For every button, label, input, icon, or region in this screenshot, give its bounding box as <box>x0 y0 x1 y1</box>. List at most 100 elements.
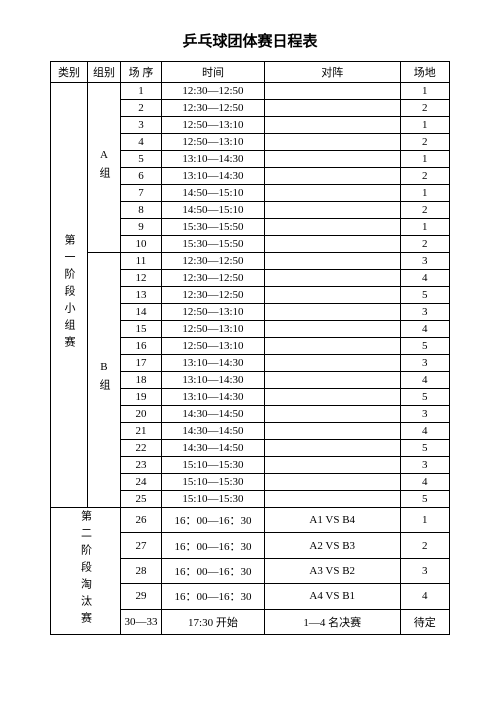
cell-time: 16：00—16：30 <box>162 508 265 533</box>
cell-venue: 3 <box>400 304 449 321</box>
cell-time: 12:50—13:10 <box>162 321 265 338</box>
cell-venue: 4 <box>400 270 449 287</box>
cell-seq: 15 <box>120 321 161 338</box>
cell-venue: 待定 <box>400 609 449 634</box>
cell-seq: 16 <box>120 338 161 355</box>
cell-seq: 20 <box>120 406 161 423</box>
cell-match <box>264 117 400 134</box>
cell-venue: 5 <box>400 287 449 304</box>
cell-seq: 17 <box>120 355 161 372</box>
cell-time: 15:10—15:30 <box>162 491 265 508</box>
cell-venue: 2 <box>400 168 449 185</box>
col-category: 类别 <box>51 62 88 83</box>
cell-venue: 1 <box>400 219 449 236</box>
col-match: 对阵 <box>264 62 400 83</box>
cell-venue: 2 <box>400 202 449 219</box>
cell-time: 16：00—16：30 <box>162 584 265 609</box>
cell-time: 13:10—14:30 <box>162 151 265 168</box>
cell-match <box>264 100 400 117</box>
cell-time: 12:30—12:50 <box>162 253 265 270</box>
cell-time: 12:50—13:10 <box>162 304 265 321</box>
cell-match <box>264 236 400 253</box>
col-group: 组别 <box>88 62 121 83</box>
cell-time: 13:10—14:30 <box>162 355 265 372</box>
cell-match <box>264 372 400 389</box>
col-time: 时间 <box>162 62 265 83</box>
cell-time: 12:30—12:50 <box>162 83 265 100</box>
cell-seq: 29 <box>120 584 161 609</box>
cell-time: 16：00—16：30 <box>162 558 265 583</box>
cell-venue: 5 <box>400 491 449 508</box>
cell-match <box>264 321 400 338</box>
cell-venue: 3 <box>400 355 449 372</box>
cell-match: A1 VS B4 <box>264 508 400 533</box>
cell-seq: 21 <box>120 423 161 440</box>
cell-seq: 12 <box>120 270 161 287</box>
cell-venue: 1 <box>400 83 449 100</box>
cell-time: 15:10—15:30 <box>162 457 265 474</box>
cell-match: A2 VS B3 <box>264 533 400 558</box>
cell-venue: 1 <box>400 508 449 533</box>
cell-time: 14:50—15:10 <box>162 202 265 219</box>
cell-venue: 4 <box>400 423 449 440</box>
cell-seq: 14 <box>120 304 161 321</box>
cell-match <box>264 457 400 474</box>
cell-time: 16：00—16：30 <box>162 533 265 558</box>
cell-match <box>264 202 400 219</box>
cell-venue: 2 <box>400 236 449 253</box>
label-groupB: B组 <box>88 253 121 508</box>
cell-seq: 28 <box>120 558 161 583</box>
cell-venue: 3 <box>400 457 449 474</box>
cell-seq: 7 <box>120 185 161 202</box>
cell-venue: 4 <box>400 584 449 609</box>
cell-venue: 3 <box>400 558 449 583</box>
cell-time: 13:10—14:30 <box>162 389 265 406</box>
cell-match <box>264 253 400 270</box>
cell-seq: 4 <box>120 134 161 151</box>
cell-time: 12:50—13:10 <box>162 338 265 355</box>
cell-seq: 22 <box>120 440 161 457</box>
cell-time: 14:30—14:50 <box>162 423 265 440</box>
cell-match: A4 VS B1 <box>264 584 400 609</box>
table-row: 第二阶段淘汰赛2616：00—16：30A1 VS B41 <box>51 508 450 533</box>
cell-venue: 4 <box>400 321 449 338</box>
col-seq: 场 序 <box>120 62 161 83</box>
cell-match <box>264 491 400 508</box>
cell-time: 13:10—14:30 <box>162 168 265 185</box>
cell-seq: 19 <box>120 389 161 406</box>
cell-match <box>264 219 400 236</box>
label-groupA: A组 <box>88 83 121 253</box>
cell-seq: 2 <box>120 100 161 117</box>
cell-time: 15:30—15:50 <box>162 219 265 236</box>
cell-seq: 1 <box>120 83 161 100</box>
cell-match <box>264 474 400 491</box>
cell-time: 12:30—12:50 <box>162 100 265 117</box>
cell-venue: 1 <box>400 185 449 202</box>
cell-time: 12:50—13:10 <box>162 134 265 151</box>
cell-match <box>264 440 400 457</box>
cell-venue: 1 <box>400 117 449 134</box>
cell-seq: 13 <box>120 287 161 304</box>
cell-match <box>264 270 400 287</box>
cell-time: 17:30 开始 <box>162 609 265 634</box>
header-row: 类别 组别 场 序 时间 对阵 场地 <box>51 62 450 83</box>
cell-time: 13:10—14:30 <box>162 372 265 389</box>
label-stage1: 第一阶段小组赛 <box>51 83 88 508</box>
cell-seq: 24 <box>120 474 161 491</box>
cell-seq: 10 <box>120 236 161 253</box>
cell-time: 12:50—13:10 <box>162 117 265 134</box>
cell-seq: 9 <box>120 219 161 236</box>
cell-match <box>264 304 400 321</box>
cell-match: A3 VS B2 <box>264 558 400 583</box>
cell-seq: 5 <box>120 151 161 168</box>
cell-time: 14:50—15:10 <box>162 185 265 202</box>
cell-time: 15:30—15:50 <box>162 236 265 253</box>
cell-seq: 11 <box>120 253 161 270</box>
cell-venue: 4 <box>400 372 449 389</box>
cell-seq: 27 <box>120 533 161 558</box>
cell-match <box>264 423 400 440</box>
cell-time: 14:30—14:50 <box>162 440 265 457</box>
cell-seq: 23 <box>120 457 161 474</box>
cell-match <box>264 168 400 185</box>
cell-venue: 3 <box>400 406 449 423</box>
